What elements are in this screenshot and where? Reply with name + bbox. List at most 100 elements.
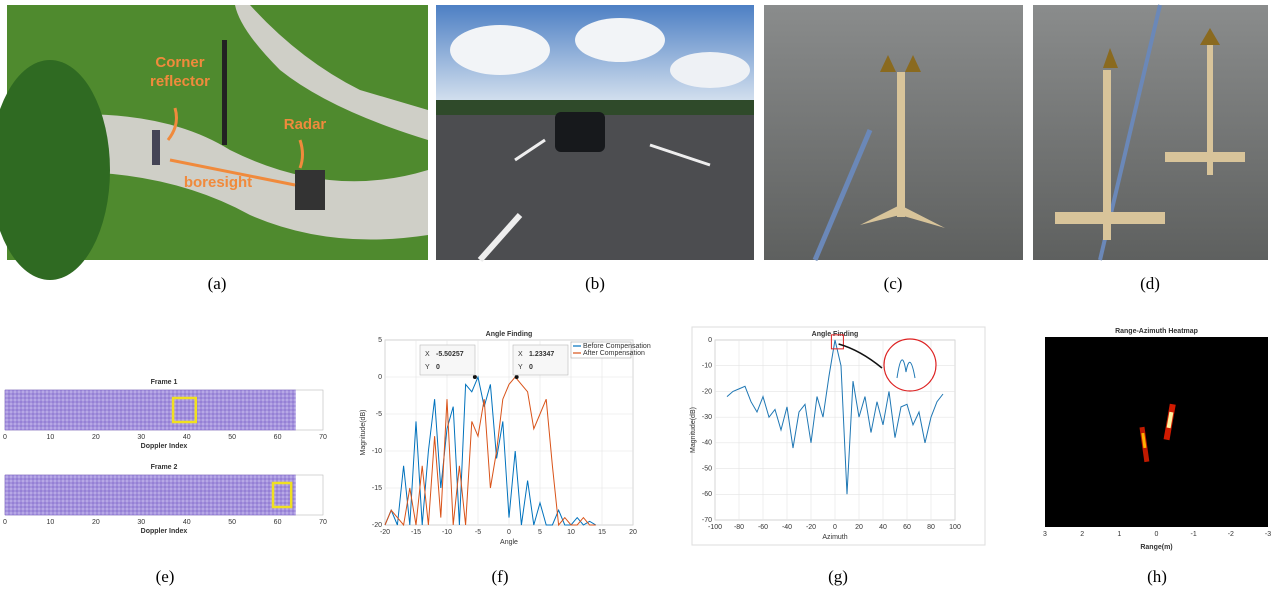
x-tick-label: 40 xyxy=(879,524,887,531)
caption: (e) xyxy=(156,567,175,586)
x-tick-label: -15 xyxy=(411,529,421,536)
x-tick-label: 30 xyxy=(137,519,145,526)
datatip-value: 0 xyxy=(529,364,533,371)
datatip-key: X xyxy=(425,351,430,358)
legend-label: Before Compensation xyxy=(583,343,651,350)
y-tick-label: -20 xyxy=(372,522,382,529)
x-tick-label: 100 xyxy=(949,524,961,531)
x-tick-label: 50 xyxy=(228,434,236,441)
x-tick-label: 0 xyxy=(1155,531,1159,538)
x-tick-label: 1 xyxy=(1117,531,1121,538)
annotation: boresight xyxy=(184,174,252,191)
x-tick-label: 0 xyxy=(507,529,511,536)
zoom-circle xyxy=(884,339,936,391)
y-tick-label: 0 xyxy=(378,374,382,381)
x-tick-label: 0 xyxy=(833,524,837,531)
annotation: Radar xyxy=(284,116,327,133)
y-tick-label: -10 xyxy=(372,448,382,455)
caption: (f) xyxy=(492,567,509,586)
y-tick-label: -10 xyxy=(702,363,712,370)
caption: (c) xyxy=(884,274,903,293)
chart-title: Angle Finding xyxy=(486,331,533,338)
x-tick-label: 10 xyxy=(567,529,575,536)
y-tick-label: -5 xyxy=(376,411,382,418)
x-tick-label: 20 xyxy=(92,434,100,441)
photo-d xyxy=(1033,5,1268,260)
x-tick-label: 60 xyxy=(274,519,282,526)
y-axis-label: Magnitude(dB) xyxy=(690,407,697,453)
datatip-key: X xyxy=(518,351,523,358)
chart-title: Range-Azimuth Heatmap xyxy=(1115,328,1198,335)
x-tick-label: -2 xyxy=(1228,531,1234,538)
x-axis-label: Doppler Index xyxy=(141,528,188,535)
datatip-point xyxy=(473,375,477,379)
x-tick-label: -60 xyxy=(758,524,768,531)
y-tick-label: -15 xyxy=(372,485,382,492)
x-tick-label: 70 xyxy=(319,519,327,526)
datatip-value: 1.23347 xyxy=(529,351,554,358)
x-tick-label: 20 xyxy=(855,524,863,531)
x-tick-label: 0 xyxy=(3,519,7,526)
x-tick-label: 60 xyxy=(903,524,911,531)
photo-c xyxy=(764,5,1023,260)
subplot-title: Frame 1 xyxy=(151,379,178,386)
caption: (g) xyxy=(828,567,848,586)
x-tick-label: -5 xyxy=(475,529,481,536)
datatip-value: -5.50257 xyxy=(436,351,464,358)
x-tick-label: 20 xyxy=(629,529,637,536)
x-tick-label: -3 xyxy=(1265,531,1271,538)
x-tick-label: -20 xyxy=(806,524,816,531)
x-tick-label: 3 xyxy=(1043,531,1047,538)
x-tick-label: 30 xyxy=(137,434,145,441)
y-tick-label: -60 xyxy=(702,491,712,498)
x-axis-label: Range(m) xyxy=(1140,544,1172,551)
page: Corner reflector Radar boresight (a) (b) (… xyxy=(0,0,1273,598)
x-tick-label: 60 xyxy=(274,434,282,441)
y-tick-label: -50 xyxy=(702,465,712,472)
caption: (b) xyxy=(585,274,605,293)
x-tick-label: -100 xyxy=(708,524,722,531)
x-tick-label: 0 xyxy=(3,434,7,441)
chart-title: Angle Finding xyxy=(812,331,859,338)
x-tick-label: -10 xyxy=(442,529,452,536)
figure: Corner reflector Radar boresight (a) (b) (… xyxy=(0,0,1273,593)
x-tick-label: 50 xyxy=(228,519,236,526)
datatip-key: Y xyxy=(518,364,523,371)
legend-label: After Compensation xyxy=(583,350,645,357)
x-tick-label: -80 xyxy=(734,524,744,531)
x-tick-label: 5 xyxy=(538,529,542,536)
x-axis-label: Doppler Index xyxy=(141,443,188,450)
photo-b xyxy=(436,5,754,260)
x-tick-label: 20 xyxy=(92,519,100,526)
annotation: Corner xyxy=(155,54,204,71)
y-tick-label: 5 xyxy=(378,337,382,344)
x-tick-label: -40 xyxy=(782,524,792,531)
caption: (d) xyxy=(1140,274,1160,293)
x-tick-label: -20 xyxy=(380,529,390,536)
y-tick-label: -70 xyxy=(702,517,712,524)
y-tick-label: -30 xyxy=(702,414,712,421)
x-tick-label: 10 xyxy=(47,519,55,526)
x-tick-label: 80 xyxy=(927,524,935,531)
x-tick-label: 70 xyxy=(319,434,327,441)
datatip-point xyxy=(515,375,519,379)
x-tick-label: 15 xyxy=(598,529,606,536)
x-axis-label: Azimuth xyxy=(822,534,847,541)
x-tick-label: 10 xyxy=(47,434,55,441)
y-tick-label: -40 xyxy=(702,440,712,447)
y-tick-label: -20 xyxy=(702,388,712,395)
annotation: reflector xyxy=(150,73,210,90)
subplot-title: Frame 2 xyxy=(151,464,178,471)
x-tick-label: -1 xyxy=(1191,531,1197,538)
x-tick-label: 40 xyxy=(183,519,191,526)
x-axis-label: Angle xyxy=(500,539,518,546)
caption: (h) xyxy=(1147,567,1167,586)
heatmap xyxy=(1045,337,1268,527)
photo-a: Corner reflector Radar boresight xyxy=(0,5,428,280)
caption: (a) xyxy=(208,274,227,293)
datatip-value: 0 xyxy=(436,364,440,371)
y-axis-label: Magnitude(dB) xyxy=(360,410,367,456)
datatip-key: Y xyxy=(425,364,430,371)
x-tick-label: 2 xyxy=(1080,531,1084,538)
x-tick-label: 40 xyxy=(183,434,191,441)
